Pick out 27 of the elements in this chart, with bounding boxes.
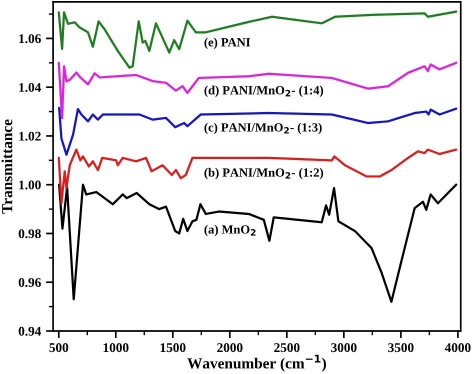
annotation: (c) PANI/MnO$_{2}$- (1:3) xyxy=(204,122,322,134)
y-tick-label: 0.98 xyxy=(18,229,41,238)
annotation: (a) MnO$_{2}$ xyxy=(204,224,256,236)
y-tick-label: 1.00 xyxy=(19,180,41,190)
y-tick-label: 0.96 xyxy=(18,278,41,287)
x-tick-label: 2500 xyxy=(274,343,300,352)
x-tick-label: 4000 xyxy=(444,343,471,352)
y-tick-label: 0.94 xyxy=(18,326,42,336)
line-series xyxy=(58,106,458,156)
annotation: (b) PANI/MnO$_{2}$- (1:2) xyxy=(204,168,324,180)
y-tick-label: 1.06 xyxy=(19,34,41,44)
x-tick-label: 500 xyxy=(49,343,68,352)
y-tick-label: 1.04 xyxy=(19,83,42,92)
annotation: (e) PANI xyxy=(204,38,250,50)
x-axis-title: Wavenumber (cm$^{−1}$) xyxy=(187,354,326,372)
x-tick-label: 2000 xyxy=(217,343,243,352)
annotation: (d) PANI/MnO$_{2}$- (1:4) xyxy=(204,86,324,97)
line-series xyxy=(58,62,458,120)
y-axis-title: Transmittance xyxy=(2,119,12,214)
x-tick-label: 3500 xyxy=(388,343,414,352)
line-series xyxy=(58,184,458,303)
y-tick-label: 1.02 xyxy=(19,132,41,141)
line-series xyxy=(58,148,458,204)
x-tick-label: 1500 xyxy=(160,343,186,352)
x-tick-label: 3000 xyxy=(331,343,357,352)
line-series xyxy=(58,10,458,69)
x-tick-label: 1000 xyxy=(104,343,128,352)
